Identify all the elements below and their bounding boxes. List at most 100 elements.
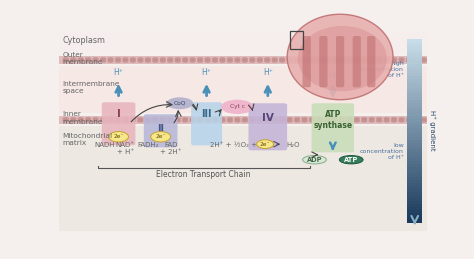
Circle shape (242, 57, 248, 61)
Circle shape (197, 57, 203, 61)
Circle shape (301, 57, 308, 61)
Circle shape (160, 57, 166, 61)
Circle shape (316, 59, 323, 63)
Circle shape (152, 119, 158, 123)
Circle shape (361, 59, 367, 63)
Bar (408, 170, 422, 174)
Circle shape (272, 57, 278, 61)
Bar (408, 103, 422, 106)
Bar (408, 158, 422, 161)
Circle shape (309, 117, 315, 120)
Circle shape (204, 59, 211, 63)
Bar (408, 82, 422, 85)
Circle shape (338, 117, 345, 120)
Circle shape (264, 117, 271, 120)
Circle shape (249, 119, 255, 123)
Text: 2e⁻: 2e⁻ (113, 134, 124, 139)
Circle shape (324, 117, 330, 120)
Circle shape (100, 119, 106, 123)
Circle shape (182, 117, 188, 120)
Bar (408, 189, 422, 192)
Circle shape (279, 117, 285, 120)
Bar (59, 60, 427, 64)
Circle shape (361, 57, 367, 61)
Circle shape (272, 117, 278, 120)
FancyBboxPatch shape (311, 103, 354, 152)
Circle shape (70, 119, 76, 123)
Circle shape (257, 140, 273, 149)
Circle shape (189, 57, 196, 61)
Text: Cytoplasm: Cytoplasm (62, 36, 105, 45)
Circle shape (145, 59, 151, 63)
Bar (408, 121, 422, 125)
Bar (408, 213, 422, 217)
Circle shape (413, 59, 419, 63)
Circle shape (256, 59, 263, 63)
Circle shape (122, 59, 129, 63)
Bar (408, 63, 422, 67)
Circle shape (204, 57, 211, 61)
Circle shape (398, 59, 405, 63)
Bar (408, 109, 422, 112)
Circle shape (398, 117, 405, 120)
Circle shape (376, 59, 383, 63)
Circle shape (174, 59, 181, 63)
Ellipse shape (302, 155, 326, 164)
Circle shape (197, 117, 203, 120)
Ellipse shape (287, 14, 393, 100)
Bar (408, 130, 422, 134)
Circle shape (137, 117, 144, 120)
Circle shape (227, 117, 233, 120)
Circle shape (189, 119, 196, 123)
Circle shape (272, 119, 278, 123)
Circle shape (122, 119, 129, 123)
Circle shape (301, 119, 308, 123)
Circle shape (294, 57, 301, 61)
Text: Electron Transport Chain: Electron Transport Chain (156, 170, 251, 179)
Text: Cyt c: Cyt c (230, 104, 245, 109)
Circle shape (368, 119, 375, 123)
Circle shape (234, 117, 241, 120)
Circle shape (151, 132, 171, 142)
Bar (59, 56, 427, 60)
Circle shape (234, 119, 241, 123)
Circle shape (92, 59, 99, 63)
Circle shape (368, 117, 375, 120)
FancyBboxPatch shape (367, 36, 375, 87)
Bar (59, 66, 427, 113)
Circle shape (256, 117, 263, 120)
Bar (408, 198, 422, 201)
Circle shape (100, 57, 106, 61)
Bar (408, 66, 422, 70)
Text: Inner
membrane: Inner membrane (62, 111, 103, 125)
Bar (408, 173, 422, 177)
Bar (408, 192, 422, 195)
Bar (408, 78, 422, 82)
Bar (408, 91, 422, 94)
Circle shape (115, 119, 121, 123)
Circle shape (130, 117, 136, 120)
Circle shape (398, 119, 405, 123)
Circle shape (413, 57, 419, 61)
Circle shape (212, 117, 218, 120)
Circle shape (137, 59, 144, 63)
Circle shape (279, 59, 285, 63)
Circle shape (189, 117, 196, 120)
Circle shape (256, 57, 263, 61)
Bar (59, 119, 427, 124)
Circle shape (182, 57, 188, 61)
Circle shape (264, 57, 271, 61)
Circle shape (309, 57, 315, 61)
Circle shape (249, 59, 255, 63)
Circle shape (361, 117, 367, 120)
Circle shape (391, 57, 397, 61)
Circle shape (130, 59, 136, 63)
Circle shape (383, 119, 390, 123)
Text: NAD⁺
+ H⁺: NAD⁺ + H⁺ (116, 142, 135, 155)
Bar (408, 84, 422, 88)
Circle shape (354, 119, 360, 123)
Circle shape (167, 117, 173, 120)
Bar (408, 201, 422, 204)
Circle shape (174, 57, 181, 61)
Circle shape (346, 117, 353, 120)
